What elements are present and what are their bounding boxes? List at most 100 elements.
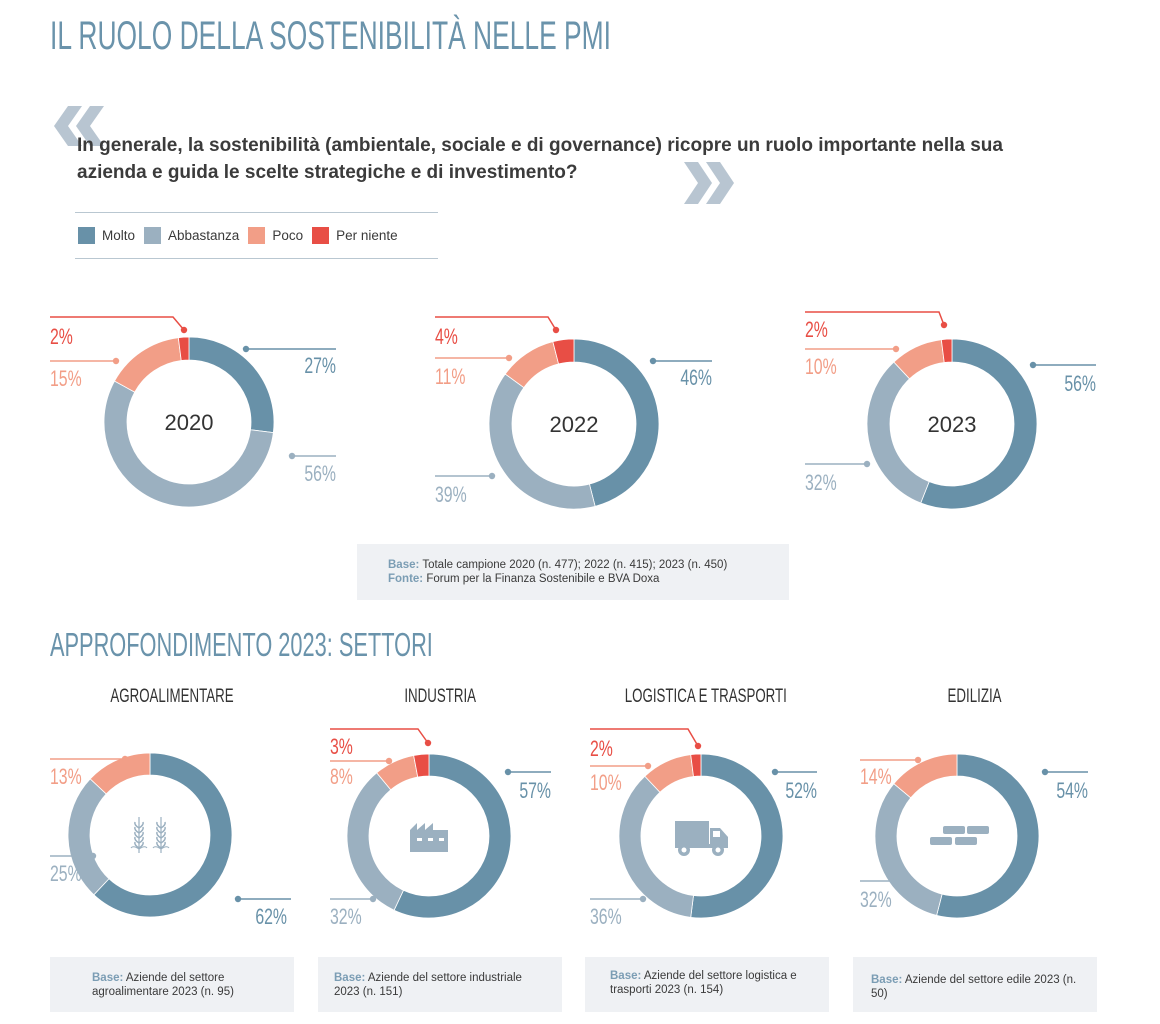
legend-label: Abbastanza — [168, 228, 240, 243]
donut-chart-agroalimentare: 62% 25% 13% — [50, 752, 291, 930]
leader-dot — [694, 742, 702, 750]
legend-item-per-niente: Per niente — [312, 227, 398, 244]
sector-title-edilizia: EDILIZIA — [850, 686, 1100, 708]
donut-chart-2023: 56% 32% 10% 2% 2023 — [805, 311, 1096, 510]
label-molto: 57% — [504, 768, 551, 804]
sector-title-text: INDUSTRIA — [404, 686, 476, 707]
source-key: Fonte: — [388, 573, 424, 585]
sector-title-text: LOGISTICA E TRASPORTI — [624, 686, 788, 707]
legend-swatch-poco — [248, 227, 266, 244]
pct-label-molto: 57% — [519, 780, 551, 804]
slice-poco — [893, 753, 958, 799]
leader-dot — [385, 757, 393, 765]
truck-icon — [675, 821, 728, 856]
open-quote-icon — [54, 106, 104, 146]
sector-note-agroalimentare: Base: Aziende del settore agroalimentare… — [50, 957, 294, 1012]
leader-dot — [649, 357, 657, 365]
pct-label-molto: 52% — [785, 780, 817, 804]
wheat-icon — [130, 817, 170, 853]
source-text: Forum per la Finanza Sostenibile e BVA D… — [426, 573, 660, 585]
leader-dot — [863, 460, 871, 468]
slice-poco — [113, 337, 182, 393]
leader-dot — [771, 768, 779, 776]
leader-dot — [504, 768, 512, 776]
sector-note-logistica: Base: Aziende del settore logistica e tr… — [585, 957, 829, 1012]
legend-item-poco: Poco — [248, 227, 303, 244]
pct-label-molto: 54% — [1056, 780, 1088, 804]
pct-label-poco: 10% — [805, 356, 837, 380]
legend-label: Molto — [102, 228, 136, 243]
slice-per-niente — [940, 338, 953, 363]
donut-chart-industria: 57% 32% 8% 3% — [330, 728, 551, 930]
sector-title-text: EDILIZIA — [948, 686, 1002, 707]
pct-label-abbastanza: 32% — [805, 472, 837, 496]
legend-label: Poco — [272, 228, 304, 243]
leader-dot — [940, 321, 948, 329]
leader-dot — [1041, 768, 1049, 776]
close-quote-icon — [684, 162, 734, 204]
legend-swatch-abbastanza — [144, 227, 162, 244]
base-key: Base: — [334, 972, 366, 984]
leader-dot — [424, 739, 432, 747]
slice-per-niente — [690, 753, 702, 777]
legend-swatch-per-niente — [312, 227, 330, 244]
sector-title-logistica: LOGISTICA E TRASPORTI — [581, 686, 831, 708]
page-title: IL RUOLO DELLA SOSTENIBILITÀ NELLE PMI — [50, 14, 611, 58]
donut-chart-2022: 46% 39% 11% 4% 2022 — [435, 316, 712, 510]
legend-item-molto: Molto — [78, 227, 135, 244]
base-key: Base: — [610, 970, 642, 982]
slice-molto — [920, 338, 1038, 510]
survey-question: In generale, la sostenibilità (ambiental… — [77, 135, 1003, 183]
legend-swatch-molto — [78, 227, 95, 244]
base-text: Aziende del settore edile 2023 (n. 50) — [871, 974, 1077, 1000]
pct-label-molto: 46% — [680, 367, 712, 391]
slice-molto — [393, 753, 512, 919]
pct-label-poco: 13% — [50, 766, 82, 790]
leader-line — [330, 728, 429, 744]
leader-line — [50, 316, 185, 331]
leader-dot — [89, 852, 97, 860]
label-poco: 14% — [860, 756, 922, 790]
pct-label-abbastanza: 32% — [330, 906, 362, 930]
leader-dot — [505, 354, 513, 362]
source-line: Fonte: Forum per la Finanza Sostenibile … — [388, 572, 789, 586]
leader-line — [590, 728, 699, 747]
pct-label-per-niente: 2% — [805, 319, 828, 343]
donut-center-year: 2023 — [928, 412, 977, 437]
label-poco: 8% — [330, 757, 393, 790]
label-abbastanza: 39% — [435, 472, 496, 508]
leader-dot — [892, 345, 900, 353]
base-text: Totale campione 2020 (n. 477); 2022 (n. … — [422, 559, 728, 571]
label-poco: 15% — [50, 357, 120, 392]
sector-title-industria: INDUSTRIA — [315, 686, 565, 708]
base-text: Aziende del settore agroalimentare 2023 … — [92, 972, 234, 998]
label-poco: 11% — [435, 354, 513, 390]
slice-abbastanza — [346, 772, 404, 911]
sector-note-industria: Base: Aziende del settore industriale 20… — [318, 957, 562, 1012]
pct-label-poco: 11% — [435, 366, 466, 390]
pct-label-molto: 62% — [255, 906, 287, 930]
leader-dot — [552, 326, 560, 334]
base-key: Base: — [92, 972, 124, 984]
label-poco: 10% — [805, 345, 900, 380]
label-abbastanza: 25% — [50, 852, 97, 887]
slice-per-niente — [413, 753, 430, 778]
donut-chart-2020: 27% 56% 15% 2% 2020 — [50, 316, 336, 508]
label-abbastanza: 56% — [288, 452, 336, 487]
pct-label-per-niente: 2% — [590, 738, 613, 762]
donut-center-year: 2020 — [165, 410, 214, 435]
leader-dot — [288, 452, 296, 460]
base-text: Aziende del settore logistica e trasport… — [610, 970, 797, 996]
section-title: APPROFONDIMENTO 2023: SETTORI — [50, 626, 433, 663]
label-per-niente: 2% — [50, 316, 188, 350]
pct-label-molto: 56% — [1064, 373, 1096, 397]
factory-icon — [410, 823, 448, 852]
sector-title-agroalimentare: AGROALIMENTARE — [47, 686, 297, 708]
slice-per-niente — [552, 338, 575, 365]
label-molto: 46% — [649, 357, 712, 391]
bricks-icon — [930, 826, 989, 845]
pct-label-per-niente: 2% — [50, 326, 73, 350]
pct-label-molto: 27% — [304, 355, 336, 379]
base-text: Aziende del settore industriale 2023 (n.… — [334, 972, 522, 998]
slice-molto — [93, 752, 233, 918]
